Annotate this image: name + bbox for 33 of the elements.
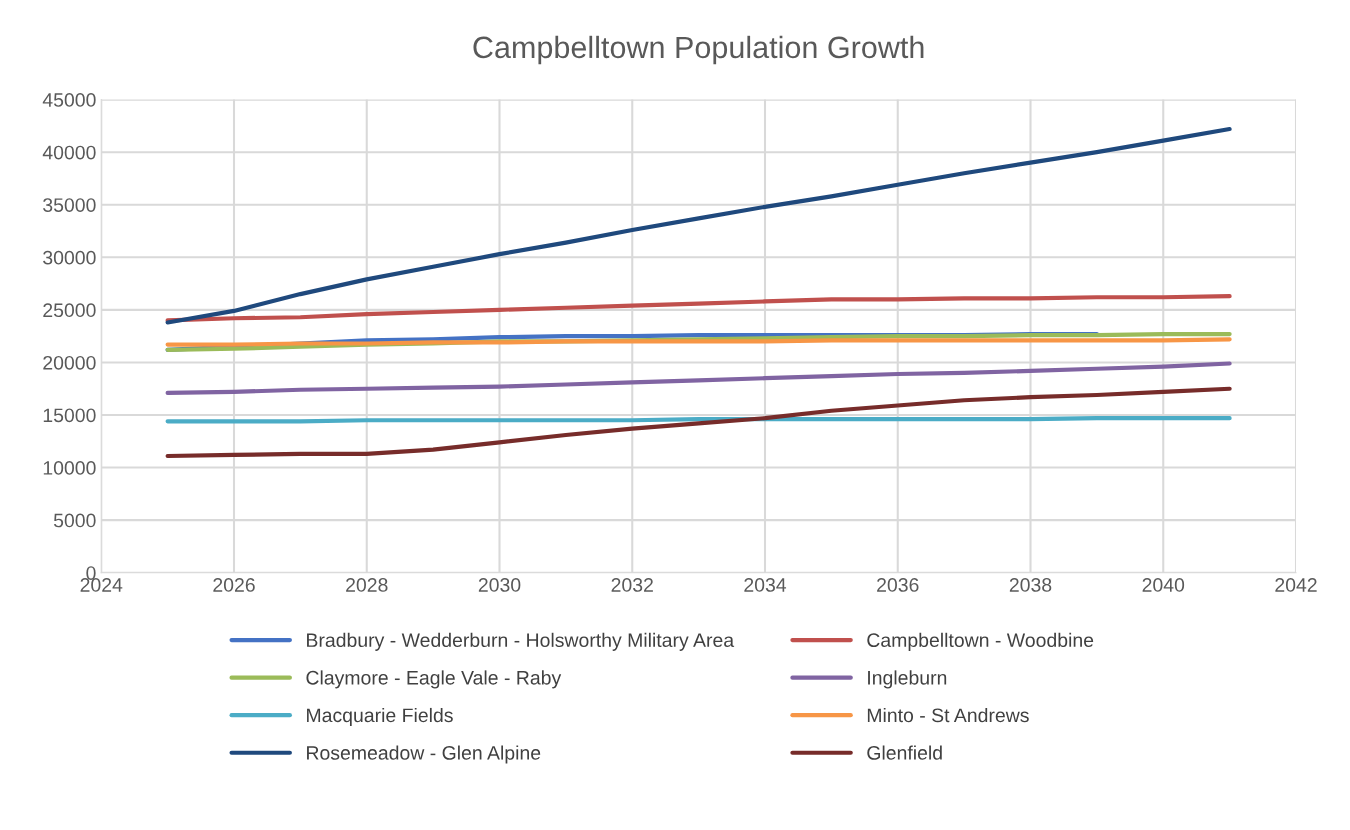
legend-label: Campbelltown - Woodbine xyxy=(867,632,1094,651)
legend-label: Macquarie Fields xyxy=(307,707,453,727)
x-tick-label: 2026 xyxy=(213,578,255,592)
y-tick-label: 0 xyxy=(86,566,96,580)
line-series xyxy=(165,126,1232,325)
x-tick-label: 2040 xyxy=(1142,578,1185,592)
y-tick-label: 40000 xyxy=(42,145,96,160)
y-tick-label: 20000 xyxy=(43,355,96,370)
line-series xyxy=(165,386,1232,459)
y-tick-label: 25000 xyxy=(43,303,96,318)
y-tick-label: 5000 xyxy=(53,513,96,528)
x-tick-label: 2036 xyxy=(877,578,919,592)
x-tick-label: 2032 xyxy=(611,578,653,592)
y-tick-label: 35000 xyxy=(43,198,96,212)
line-series xyxy=(165,294,1232,323)
x-tick-label: 2038 xyxy=(1009,578,1052,592)
y-tick-label: 10000 xyxy=(43,461,96,475)
x-tick-label: 2028 xyxy=(346,578,388,592)
legend-label: Bradbury - Wedderburn - Holsworthy Military Area xyxy=(307,632,735,651)
y-tick-label: 30000 xyxy=(43,250,96,265)
chart-title: Campbelltown Population Growth xyxy=(473,35,924,65)
x-tick-label: 2024 xyxy=(80,578,123,592)
legend-label: Minto - St Andrews xyxy=(867,707,1029,723)
y-tick-label: 45000 xyxy=(42,93,96,107)
x-tick-label: 2034 xyxy=(744,578,787,592)
x-tick-label: 2030 xyxy=(478,578,521,592)
legend-label: Glenfield xyxy=(867,745,942,760)
y-tick-label: 15000 xyxy=(43,408,96,423)
line-series xyxy=(165,361,1232,396)
legend-label: Ingleburn xyxy=(868,670,947,689)
legend-label: Claymore - Eagle Vale - Raby xyxy=(306,670,562,689)
legend-label: Rosemeadow - Glen Alpine xyxy=(307,745,541,764)
x-tick-label: 2042 xyxy=(1275,578,1317,592)
